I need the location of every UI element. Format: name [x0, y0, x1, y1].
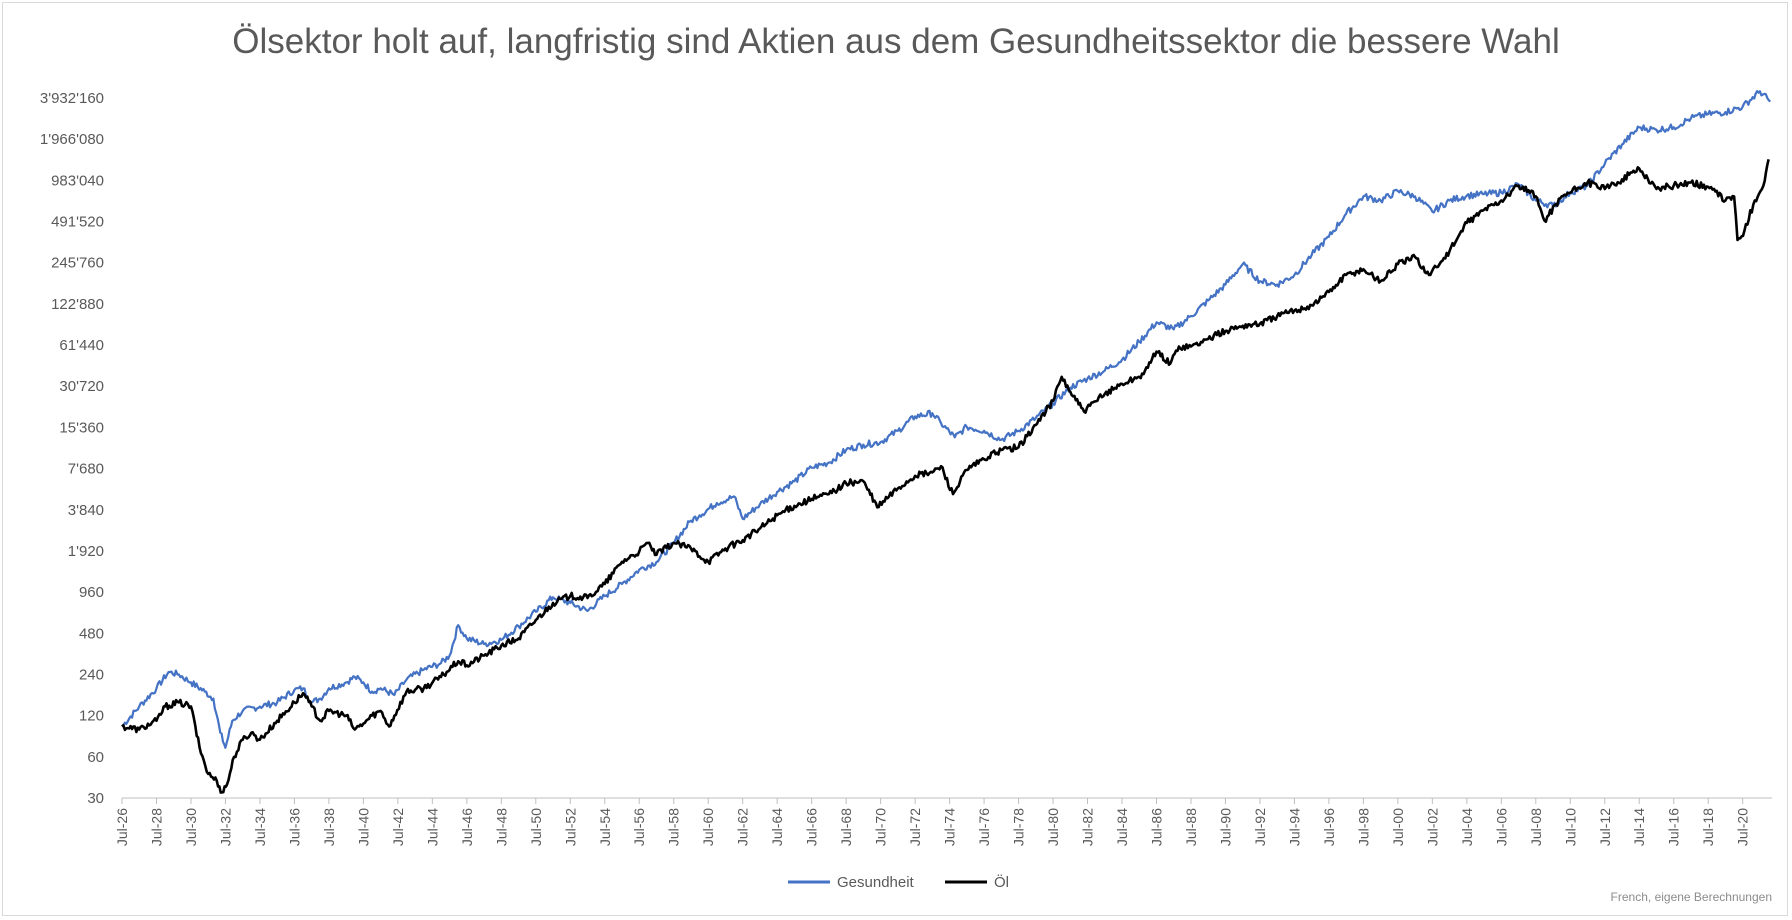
x-tick-label: Jul-32 [217, 808, 233, 846]
x-tick-label: Jul-20 [1735, 808, 1751, 846]
legend: Gesundheit Öl [788, 873, 1009, 891]
x-tick-label: Jul-48 [493, 808, 509, 846]
x-tick-label: Jul-30 [183, 808, 199, 846]
x-tick-label: Jul-28 [148, 808, 164, 846]
x-tick-label: Jul-06 [1493, 808, 1509, 846]
x-tick-label: Jul-58 [666, 808, 682, 846]
x-tick-label: Jul-96 [1321, 808, 1337, 846]
series-line-oel [121, 159, 1770, 794]
x-tick-label: Jul-66 [804, 808, 820, 846]
y-tick-label: 30 [87, 790, 104, 807]
y-tick-label: 3'840 [68, 502, 104, 519]
x-tick-label: Jul-88 [1183, 808, 1199, 846]
x-tick-label: Jul-94 [1286, 808, 1302, 846]
source-note: French, eigene Berechnungen [1610, 890, 1772, 904]
x-tick-label: Jul-10 [1562, 808, 1578, 846]
y-tick-label: 30'720 [59, 378, 104, 395]
x-axis: Jul-26 Jul-28 Jul-30 Jul-32 Jul-34 Jul-36 Jul-… [114, 797, 1772, 846]
x-tick-label: Jul-52 [562, 808, 578, 846]
legend-label-gesundheit: Gesundheit [837, 874, 915, 891]
x-tick-label: Jul-54 [597, 808, 613, 846]
y-tick-label: 60 [87, 749, 104, 766]
x-tick-label: Jul-34 [252, 808, 268, 846]
x-tick-label: Jul-64 [769, 808, 785, 846]
x-tick-label: Jul-46 [459, 808, 475, 846]
y-tick-label: 480 [79, 625, 104, 642]
x-tick-label: Jul-86 [1148, 808, 1164, 846]
x-tick-label: Jul-38 [321, 808, 337, 846]
x-tick-label: Jul-00 [1390, 808, 1406, 846]
y-tick-label: 240 [79, 666, 104, 683]
x-tick-label: Jul-50 [528, 808, 544, 846]
x-tick-label: Jul-04 [1459, 808, 1475, 846]
chart-title: Ölsektor holt auf, langfristig sind Akti… [232, 22, 1560, 61]
y-tick-label: 122'880 [51, 296, 104, 313]
x-tick-label: Jul-70 [873, 808, 889, 846]
x-tick-label: Jul-98 [1355, 808, 1371, 846]
x-tick-label: Jul-78 [1011, 808, 1027, 846]
series-lines [121, 89, 1772, 794]
x-tick-label: Jul-74 [942, 808, 958, 846]
x-tick-label: Jul-68 [838, 808, 854, 846]
x-tick-label: Jul-18 [1700, 808, 1716, 846]
y-tick-label: 7'680 [68, 461, 104, 478]
x-tick-label: Jul-80 [1045, 808, 1061, 846]
x-tick-label: Jul-84 [1114, 808, 1130, 846]
x-tick-label: Jul-60 [700, 808, 716, 846]
x-tick-label: Jul-12 [1597, 808, 1613, 846]
x-tick-label: Jul-42 [390, 808, 406, 846]
y-tick-label: 491'520 [51, 214, 104, 231]
y-tick-label: 983'040 [51, 172, 104, 189]
x-tick-label: Jul-02 [1424, 808, 1440, 846]
series-line-gesundheit [121, 89, 1772, 749]
x-tick-label: Jul-26 [114, 808, 130, 846]
legend-label-oel: Öl [994, 873, 1009, 891]
y-tick-label: 1'920 [68, 543, 104, 560]
x-tick-label: Jul-36 [286, 808, 302, 846]
y-tick-label: 1'966'080 [40, 131, 104, 148]
x-tick-label: Jul-56 [631, 808, 647, 846]
y-tick-label: 3'932'160 [40, 90, 104, 107]
x-tick-label: Jul-76 [976, 808, 992, 846]
x-tick-label: Jul-62 [735, 808, 751, 846]
y-tick-label: 120 [79, 708, 104, 725]
x-tick-label: Jul-14 [1631, 808, 1647, 846]
y-tick-label: 61'440 [59, 337, 104, 354]
y-tick-label: 15'360 [59, 419, 104, 436]
x-tick-label: Jul-40 [355, 808, 371, 846]
x-tick-label: Jul-08 [1528, 808, 1544, 846]
y-tick-label: 960 [79, 584, 104, 601]
x-tick-label: Jul-90 [1217, 808, 1233, 846]
y-tick-label: 245'760 [51, 255, 104, 272]
x-tick-label: Jul-92 [1252, 808, 1268, 846]
x-tick-label: Jul-16 [1666, 808, 1682, 846]
x-tick-label: Jul-72 [907, 808, 923, 846]
x-tick-label: Jul-44 [424, 808, 440, 846]
y-axis: 30 60 120 240 480 960 1'920 3'840 7'680 15'360 30'… [40, 90, 104, 807]
x-tick-label: Jul-82 [1080, 808, 1096, 846]
